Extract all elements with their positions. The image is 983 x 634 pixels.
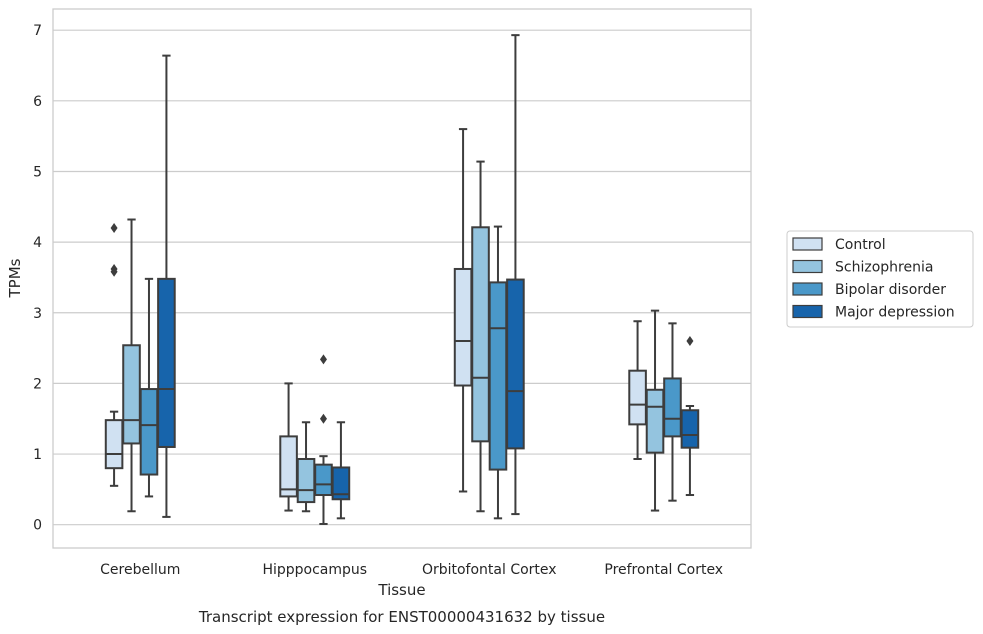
outlier-point — [110, 222, 118, 233]
x-tick-labels: Cerebellum Hipppocampus Orbitofontal Corte… — [100, 562, 723, 578]
box-major-depression — [680, 336, 700, 497]
chart-caption: Transcript expression for ENST0000043163… — [198, 608, 605, 626]
x-axis-label: Tissue — [377, 581, 425, 599]
box-iqr — [104, 419, 124, 470]
outlier-point — [319, 354, 327, 365]
box-bipolar-disorder — [314, 354, 333, 525]
legend-swatch — [792, 237, 823, 251]
y-tick-label: 3 — [33, 306, 42, 322]
box-schizophrenia — [645, 309, 665, 512]
box-major-depression — [331, 421, 351, 520]
legend-label: Control — [835, 237, 886, 253]
y-tick-label: 1 — [33, 447, 42, 463]
gridlines — [53, 29, 751, 526]
box-iqr — [471, 226, 490, 443]
box-bipolar-disorder — [488, 225, 508, 520]
box-iqr — [663, 377, 682, 438]
box-iqr — [645, 388, 665, 454]
legend: Control Schizophrenia Bipolar disorder Majo… — [786, 230, 974, 328]
x-tick-label: Cerebellum — [100, 562, 180, 578]
box-schizophrenia — [296, 421, 316, 513]
box-control — [628, 320, 647, 460]
box-iqr — [331, 466, 351, 501]
box-iqr — [628, 369, 647, 426]
legend-swatch — [792, 282, 823, 296]
box-major-depression — [506, 34, 525, 516]
y-tick-label: 0 — [33, 518, 42, 534]
x-tick-label: Prefrontal Cortex — [604, 562, 723, 578]
box-major-depression — [157, 54, 176, 518]
x-tick-label: Orbitofontal Cortex — [422, 562, 557, 578]
box-iqr — [506, 278, 525, 450]
outlier-point — [686, 336, 694, 347]
y-tick-label: 4 — [33, 235, 42, 251]
box-schizophrenia — [122, 218, 141, 513]
y-tick-label: 6 — [33, 94, 42, 110]
box-control — [104, 222, 124, 487]
legend-label: Bipolar disorder — [835, 282, 946, 298]
box-schizophrenia — [471, 160, 490, 513]
box-iqr — [139, 388, 159, 476]
y-tick-labels: 0 1 2 3 4 5 6 7 — [33, 23, 42, 533]
y-tick-label: 7 — [33, 23, 42, 39]
box-bipolar-disorder — [663, 322, 682, 502]
box-iqr — [488, 281, 508, 471]
legend-label: Major depression — [835, 305, 955, 321]
y-tick-label: 2 — [33, 376, 42, 392]
legend-label: Schizophrenia — [835, 260, 933, 276]
box-iqr — [279, 435, 298, 498]
box-series — [104, 34, 700, 525]
y-axis-label: TPMs — [6, 258, 24, 298]
box-iqr — [122, 344, 141, 445]
box-iqr — [680, 409, 700, 449]
box-iqr — [453, 267, 473, 387]
legend-frame — [786, 230, 974, 328]
legend-swatch — [792, 259, 823, 274]
box-iqr — [314, 463, 333, 497]
outlier-point — [319, 413, 327, 424]
legend-swatch — [792, 304, 823, 319]
x-tick-label: Hipppocampus — [262, 562, 367, 578]
outlier-point — [110, 266, 118, 277]
box-iqr — [157, 277, 176, 448]
box-iqr — [296, 457, 316, 504]
y-tick-label: 5 — [33, 164, 42, 180]
